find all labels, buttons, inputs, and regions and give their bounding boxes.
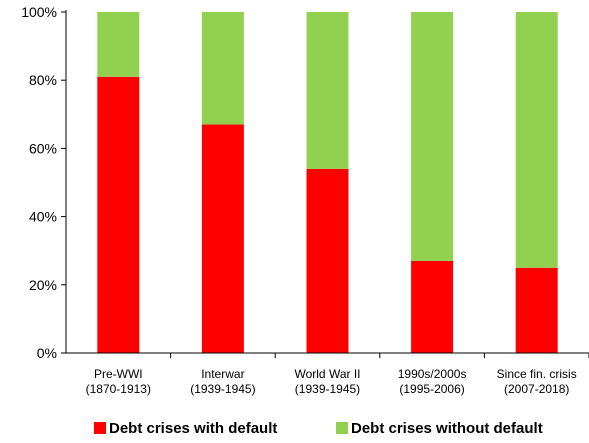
x-tick-label-0-0: Pre-WWI xyxy=(94,367,143,381)
y-tick-label-3: 60% xyxy=(29,140,57,156)
bar-no-default-3 xyxy=(411,12,454,261)
y-tick-label-5: 100% xyxy=(21,4,57,20)
y-tick-label-1: 20% xyxy=(29,277,57,293)
bar-no-default-0 xyxy=(97,12,140,77)
bar-default-3 xyxy=(411,260,454,353)
x-tick-label-2-1: (1939-1945) xyxy=(295,382,360,396)
x-tick-label-4-1: (2007-2018) xyxy=(504,382,569,396)
axes-layer: 0% 20% 40% 60% 80% 100% Pre-WWI(1870-1913) Inte… xyxy=(21,4,589,396)
x-tick-label-2-0: World War II xyxy=(294,367,360,381)
bar-default-0 xyxy=(97,76,140,353)
bar-default-1 xyxy=(201,124,244,353)
bar-no-default-2 xyxy=(306,12,349,169)
legend: Debt crises with default Debt crises with… xyxy=(94,420,543,437)
x-tick-label-1-0: Interwar xyxy=(201,367,244,381)
x-tick-label-0-1: (1870-1913) xyxy=(86,382,151,396)
y-tick-label-0: 0% xyxy=(37,345,57,361)
legend-label-1: Debt crises without default xyxy=(351,420,543,437)
y-tick-label-2: 40% xyxy=(29,209,57,225)
bar-default-4 xyxy=(515,267,558,353)
legend-swatch-1 xyxy=(336,422,348,434)
x-tick-label-3-0: 1990s/2000s xyxy=(398,367,467,381)
legend-label-0: Debt crises with default xyxy=(109,420,277,437)
x-tick-label-1-1: (1939-1945) xyxy=(190,382,255,396)
x-tick-label-3-1: (1995-2006) xyxy=(399,382,464,396)
bars-layer xyxy=(97,12,558,353)
bar-no-default-4 xyxy=(515,12,558,268)
y-tick-label-4: 80% xyxy=(29,72,57,88)
x-tick-label-4-0: Since fin. crisis xyxy=(497,367,577,381)
legend-swatch-0 xyxy=(94,422,106,434)
bar-default-2 xyxy=(306,168,349,353)
bar-no-default-1 xyxy=(201,12,244,125)
